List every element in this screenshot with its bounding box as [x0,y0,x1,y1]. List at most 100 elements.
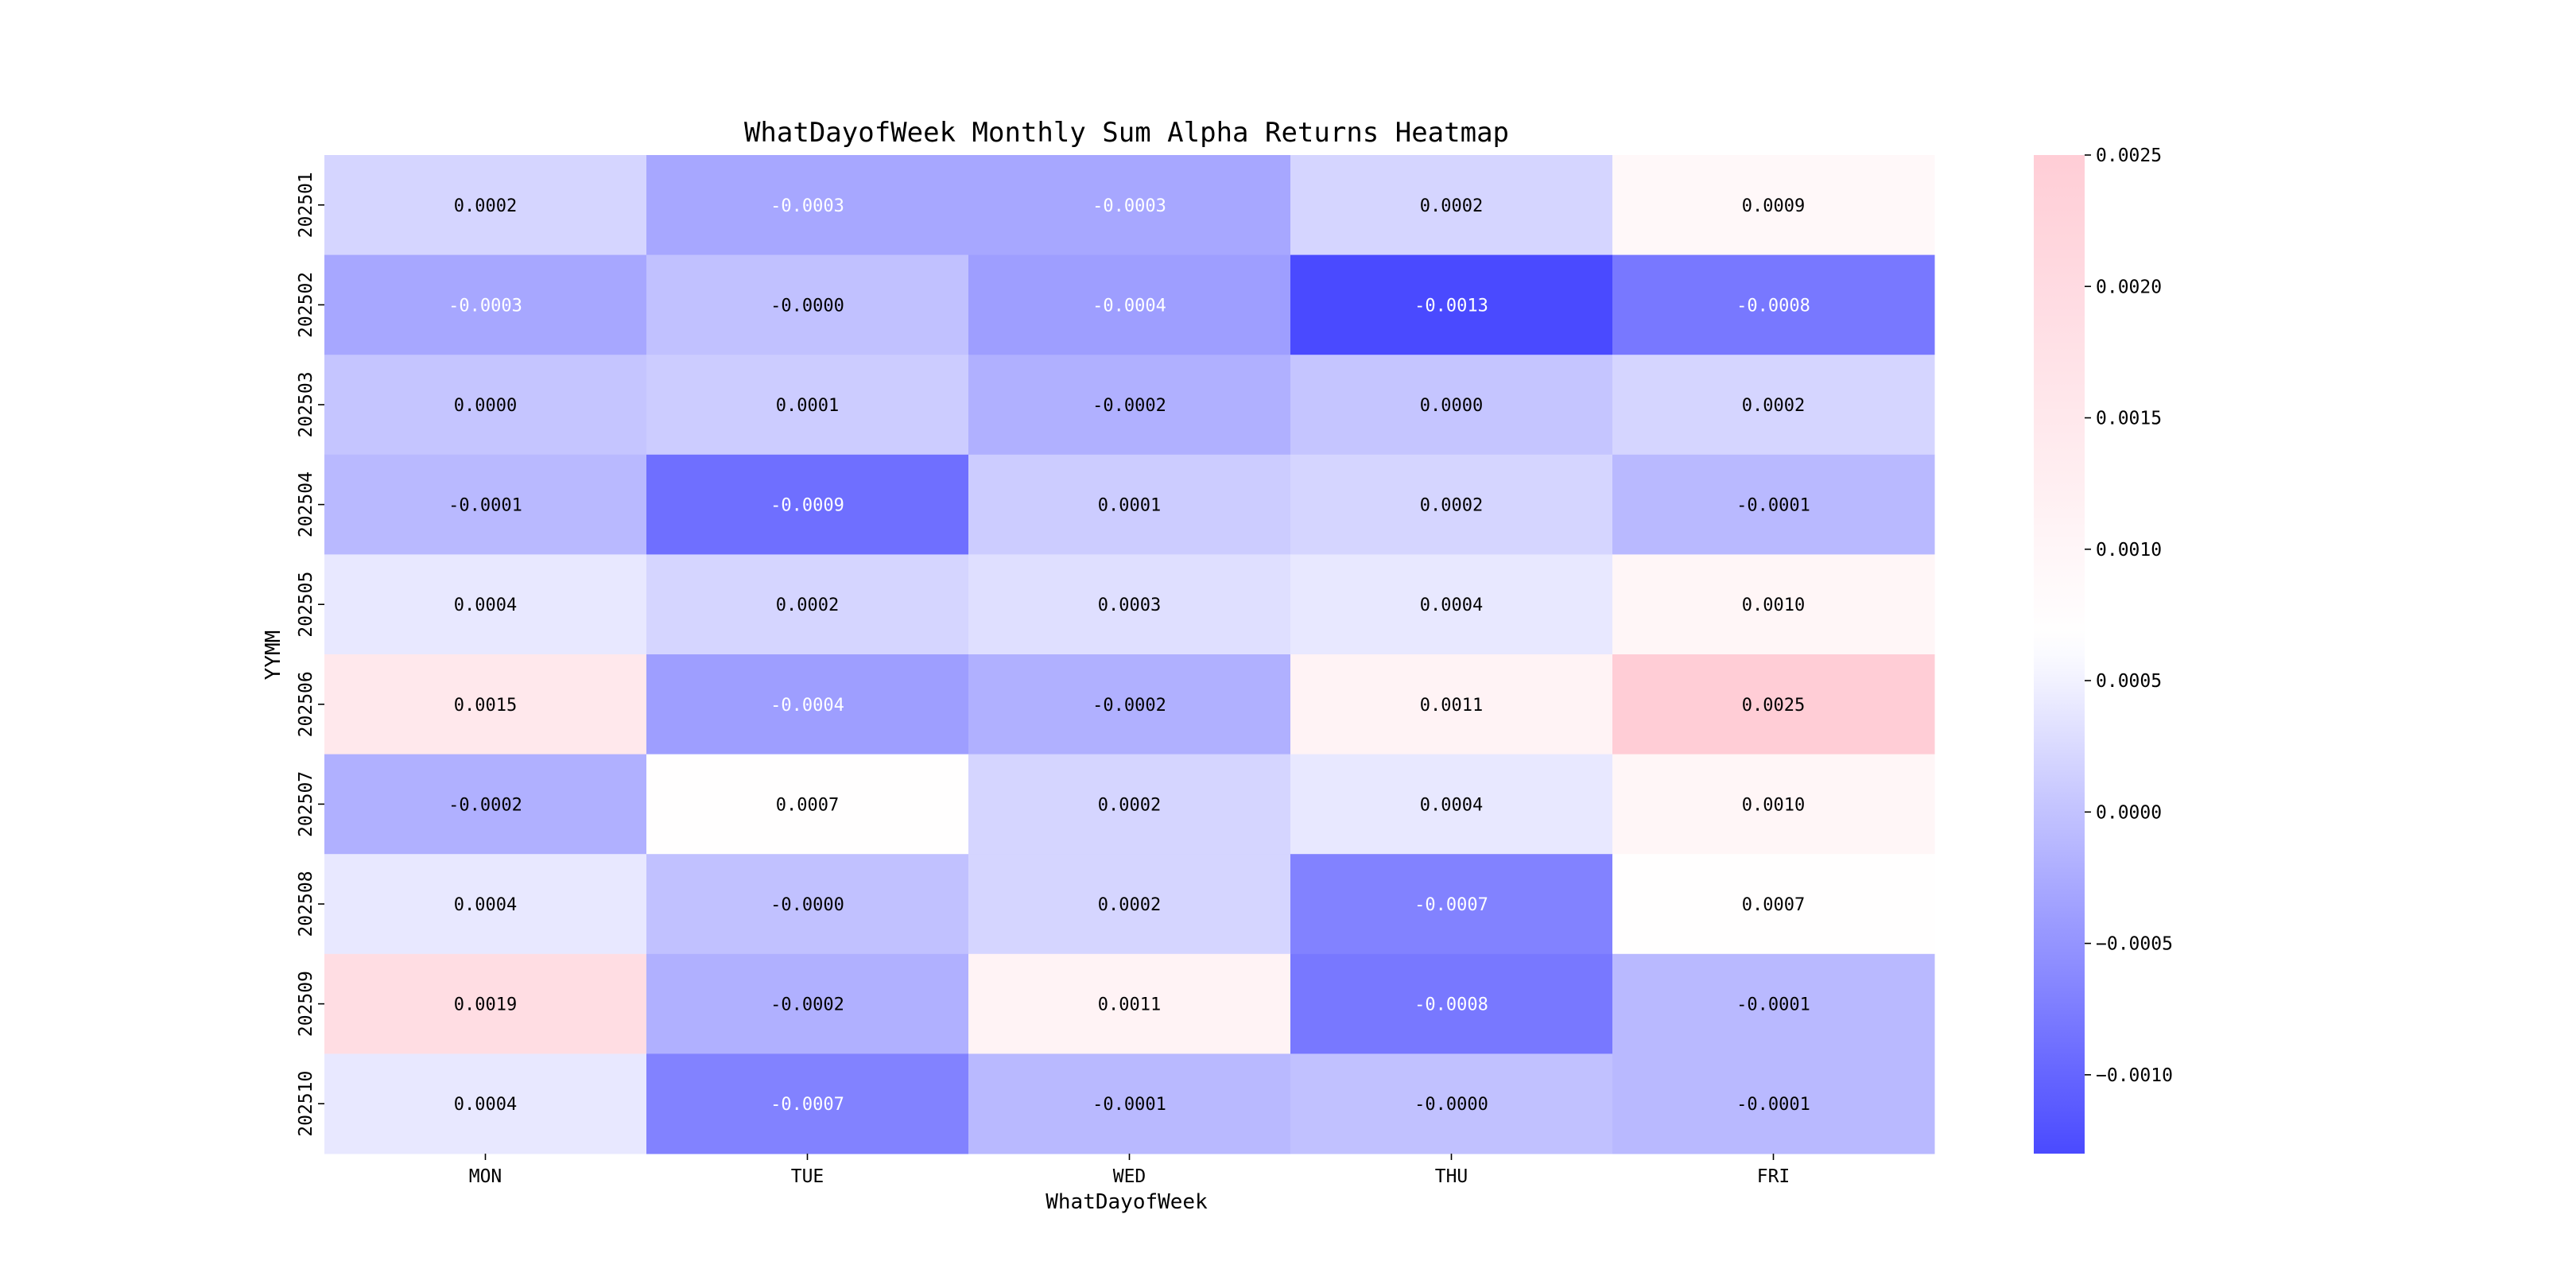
heatmap-cell [1290,254,1613,355]
cell-value-label: -0.0003 [448,296,522,316]
cell-value-label: 0.0002 [1420,496,1483,516]
heatmap-cell [968,1053,1291,1154]
heatmap-cell [646,554,969,655]
cell-value-label: -0.0001 [448,496,522,516]
heatmap-cell [968,254,1291,355]
cell-value-label: 0.0001 [776,396,839,416]
y-tick-label: 202510 [296,1071,316,1137]
heatmap-cell [968,454,1291,555]
cell-value-label: -0.0000 [770,895,844,915]
heatmap-cell [1612,1053,1935,1154]
colorbar-tick-label: −0.0010 [2096,1065,2173,1086]
y-tick-label: 202505 [296,572,316,638]
heatmap-cell [324,953,647,1054]
y-tick-label: 202507 [296,771,316,837]
cell-value-label: 0.0004 [454,1095,517,1115]
cell-value-label: -0.0007 [770,1095,844,1115]
cell-value-label: -0.0001 [1736,496,1810,516]
chart-title: WhatDayofWeek Monthly Sum Alpha Returns … [744,117,1509,149]
heatmap-cell [1290,754,1613,855]
colorbar-tick-label: 0.0025 [2096,145,2162,166]
heatmap-cell [1612,654,1935,755]
x-tick-label: WED [1113,1166,1146,1187]
heatmap-cell [968,654,1291,755]
y-tick-label: 202506 [296,671,316,737]
cell-value-label: 0.0004 [1420,795,1483,815]
cell-value-label: -0.0001 [1092,1095,1166,1115]
heatmap-cell [1290,854,1613,955]
cell-value-label: -0.0002 [448,795,522,815]
y-tick-label: 202509 [296,971,316,1037]
heatmap-cell [646,953,969,1054]
heatmap-cell [968,155,1291,256]
y-tick-label: 202501 [296,172,316,238]
colorbar-tick-label: −0.0005 [2096,934,2173,955]
cell-value-label: 0.0007 [776,795,839,815]
heatmap-cell [1290,1053,1613,1154]
heatmap-cell [1612,953,1935,1054]
cell-value-label: 0.0019 [454,995,517,1015]
cell-value-label: 0.0004 [454,895,517,915]
colorbar-tick-label: 0.0005 [2096,671,2162,692]
x-tick-label: FRI [1757,1166,1790,1187]
cell-value-label: 0.0007 [1742,895,1805,915]
heatmap-cells [324,155,1935,1154]
x-tick-label: TUE [791,1166,824,1187]
cell-value-label: -0.0001 [1736,1095,1810,1115]
cell-value-label: 0.0000 [1420,396,1483,416]
heatmap-cell [324,754,647,855]
cell-value-label: 0.0002 [1420,196,1483,216]
cell-value-label: -0.0004 [770,696,844,716]
heatmap-cell [1290,454,1613,555]
heatmap-cell [968,854,1291,955]
cell-value-label: 0.0004 [454,596,517,615]
heatmap-cell [646,654,969,755]
x-tick-label: THU [1435,1166,1468,1187]
y-tick-label: 202503 [296,371,316,437]
heatmap-cell [1290,654,1613,755]
heatmap-cell [324,554,647,655]
heatmap-cell [646,854,969,955]
heatmap-cell [324,254,647,355]
heatmap-cell [968,554,1291,655]
cell-value-label: 0.0002 [1742,396,1805,416]
cell-labels: 0.0002 -0.0003 -0.0003 0.0002 0.0009 -0.0003 -… [448,196,1810,1115]
heatmap-cell [324,155,647,256]
heatmap-cell [1290,155,1613,256]
cell-value-label: 0.0010 [1742,596,1805,615]
heatmap-cell [324,355,647,456]
heatmap-cell [1290,355,1613,456]
y-axis-label: YYMM [262,630,285,681]
cell-value-label: 0.0000 [454,396,517,416]
y-tick-label: 202504 [296,471,316,537]
cell-value-label: 0.0002 [1098,895,1161,915]
cell-value-label: -0.0008 [1414,995,1488,1015]
cell-value-label: 0.0011 [1098,995,1161,1015]
colorbar-tick-label: 0.0020 [2096,277,2162,297]
heatmap-cell [646,1053,969,1154]
cell-value-label: 0.0011 [1420,696,1483,716]
cell-value-label: -0.0002 [770,995,844,1015]
heatmap-cell [968,754,1291,855]
cell-value-label: 0.0002 [454,196,517,216]
heatmap-cell [968,953,1291,1054]
heatmap-cell [324,654,647,755]
heatmap-cell [646,355,969,456]
colorbar-tick-label: 0.0015 [2096,409,2162,429]
heatmap-cell [324,454,647,555]
colorbar-tick-label: 0.0010 [2096,540,2162,561]
cell-value-label: -0.0008 [1736,296,1810,316]
colorbar-tick-label: 0.0000 [2096,802,2162,823]
cell-value-label: 0.0001 [1098,496,1161,516]
cell-value-label: -0.0003 [1092,196,1166,216]
heatmap-cell [646,754,969,855]
y-axis: 202501 202502 202503 202504 202505 202506 2025… [296,172,324,1137]
cell-value-label: 0.0009 [1742,196,1805,216]
heatmap-cell [324,1053,647,1154]
cell-value-label: -0.0007 [1414,895,1488,915]
heatmap-cell [1290,554,1613,655]
heatmap-cell [646,254,969,355]
cell-value-label: 0.0015 [454,696,517,716]
x-tick-label: MON [469,1166,502,1187]
